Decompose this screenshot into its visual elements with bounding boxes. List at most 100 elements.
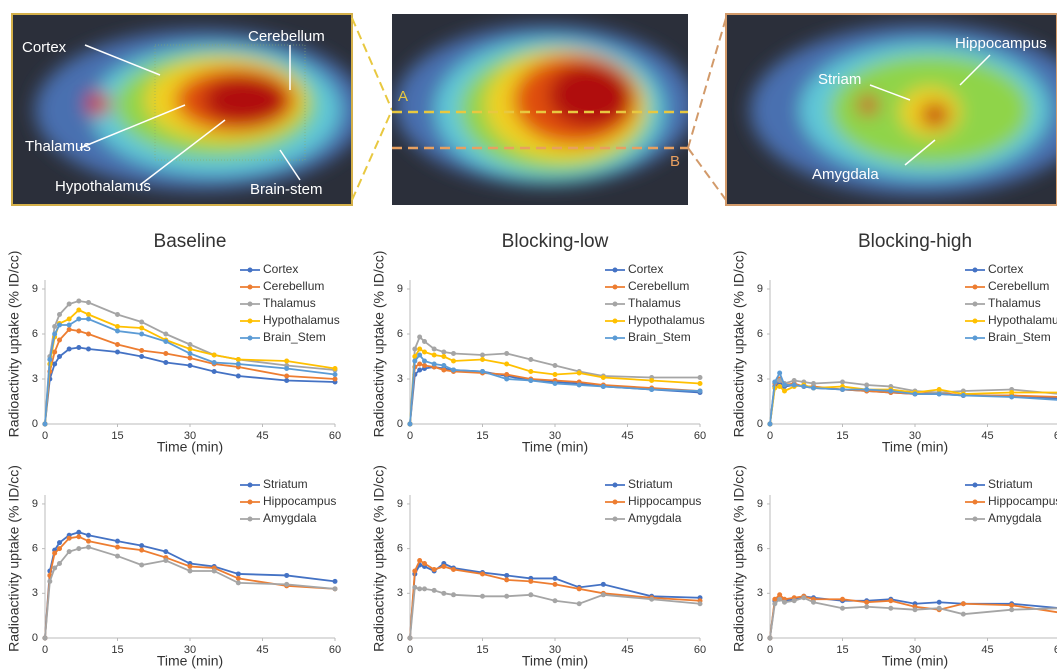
data-point: [236, 576, 241, 581]
data-point: [480, 353, 485, 358]
data-point: [412, 568, 417, 573]
connector: [352, 110, 392, 200]
x-axis-label: Time (min): [157, 439, 223, 455]
legend-marker: [613, 302, 618, 307]
region-label: Hippocampus: [955, 35, 1047, 52]
legend-marker: [248, 319, 253, 324]
y-axis-label: Radioactivity uptake (% ID/cc): [371, 465, 387, 652]
x-tick-label: 0: [42, 430, 48, 442]
data-point: [864, 387, 869, 392]
data-point: [284, 378, 289, 383]
data-point: [139, 563, 144, 568]
data-point: [649, 597, 654, 602]
data-point: [840, 380, 845, 385]
data-point: [432, 362, 437, 367]
y-tick-label: 9: [397, 498, 403, 510]
legend-marker: [973, 336, 978, 341]
data-point: [504, 573, 509, 578]
data-point: [212, 369, 217, 374]
data-point: [772, 380, 777, 385]
data-point: [76, 530, 81, 535]
data-point: [236, 362, 241, 367]
legend-label: Brain_Stem: [628, 330, 691, 344]
x-tick-label: 45: [621, 430, 633, 442]
data-point: [115, 324, 120, 329]
data-point: [163, 332, 168, 337]
data-point: [528, 378, 533, 383]
data-point: [601, 384, 606, 389]
data-point: [801, 595, 806, 600]
legend-marker: [248, 500, 253, 505]
data-point: [163, 558, 168, 563]
data-point: [782, 383, 787, 388]
data-point: [52, 565, 57, 570]
figure: Cortex Cerebellum Thalamus Hypothalamus …: [0, 0, 1057, 671]
data-point: [139, 354, 144, 359]
y-tick-label: 9: [757, 498, 763, 510]
y-tick-label: 0: [32, 418, 38, 430]
data-point: [57, 312, 62, 317]
y-tick-label: 6: [32, 543, 38, 555]
x-tick-label: 0: [767, 644, 773, 656]
legend-marker: [613, 483, 618, 488]
data-point: [577, 383, 582, 388]
data-point: [792, 378, 797, 383]
data-point: [913, 607, 918, 612]
data-point: [698, 375, 703, 380]
data-point: [52, 324, 57, 329]
x-tick-label: 45: [981, 430, 993, 442]
data-point: [86, 300, 91, 305]
data-point: [888, 389, 893, 394]
x-tick-label: 15: [111, 430, 123, 442]
data-point: [86, 533, 91, 538]
data-point: [188, 356, 193, 361]
data-point: [163, 549, 168, 554]
y-tick-label: 6: [397, 328, 403, 340]
region-label: Hypothalamus: [55, 178, 151, 195]
data-point: [768, 422, 773, 427]
data-point: [441, 368, 446, 373]
data-point: [76, 329, 81, 334]
data-point: [408, 422, 413, 427]
data-point: [417, 586, 422, 591]
data-point: [698, 389, 703, 394]
legend-marker: [973, 285, 978, 290]
data-point: [888, 598, 893, 603]
data-point: [422, 350, 427, 355]
data-point: [504, 372, 509, 377]
legend-marker: [613, 285, 618, 290]
legend-label: Cerebellum: [628, 279, 689, 293]
data-point: [67, 323, 72, 328]
data-point: [52, 551, 57, 556]
x-tick-label: 60: [329, 644, 341, 656]
data-point: [601, 375, 606, 380]
x-tick-label: 15: [111, 644, 123, 656]
data-point: [441, 591, 446, 596]
data-point: [86, 332, 91, 337]
data-point: [577, 601, 582, 606]
data-point: [649, 387, 654, 392]
data-point: [86, 317, 91, 322]
legend-label: Cortex: [263, 262, 298, 276]
legend-label: Hippocampus: [263, 494, 336, 508]
region-label: Amygdala: [812, 166, 879, 183]
x-tick-label: 60: [329, 430, 341, 442]
data-point: [811, 386, 816, 391]
data-point: [76, 317, 81, 322]
data-point: [417, 368, 422, 373]
legend-label: Hypothalamus: [263, 313, 340, 327]
y-tick-label: 9: [757, 283, 763, 295]
data-point: [212, 568, 217, 573]
data-point: [76, 534, 81, 539]
y-axis-label: Radioactivity uptake (% ID/cc): [731, 465, 747, 652]
data-point: [528, 592, 533, 597]
data-point: [57, 323, 62, 328]
data-point: [139, 348, 144, 353]
x-tick-label: 60: [694, 430, 706, 442]
data-point: [441, 564, 446, 569]
data-point: [188, 568, 193, 573]
data-point: [57, 546, 62, 551]
y-tick-label: 6: [757, 543, 763, 555]
data-point: [408, 636, 413, 641]
x-tick-label: 0: [407, 430, 413, 442]
